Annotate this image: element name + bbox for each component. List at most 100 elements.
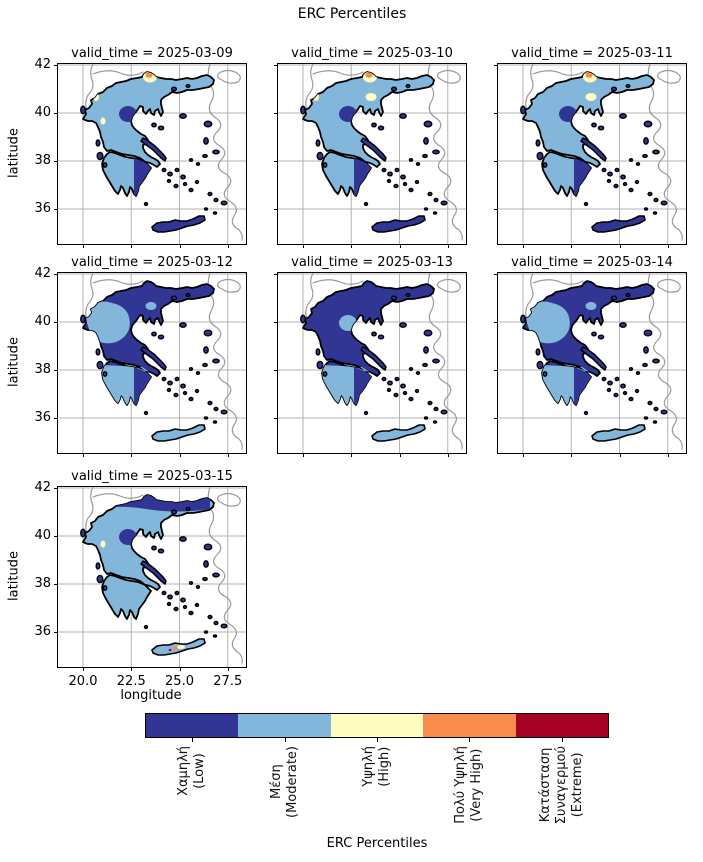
y-tick-mark — [54, 370, 58, 371]
y-tick-mark — [274, 161, 278, 162]
euboea-island — [140, 346, 167, 371]
y-tick-label: 40 — [34, 105, 51, 120]
colorbar-label-line: Κατάσταση — [537, 747, 553, 823]
y-axis-label-row-0: latitude — [6, 128, 22, 178]
x-tick-mark — [447, 453, 449, 457]
aegean-ionian-islands — [300, 292, 448, 424]
colorbar-label-line: Συναγερμού — [553, 746, 569, 825]
euboea-island — [360, 346, 387, 371]
colorbar-tick-label-moderate: Μέση (Moderate) — [269, 746, 301, 818]
colorbar-segment-moderate — [238, 714, 331, 737]
y-tick-label: 36 — [34, 410, 51, 425]
colorbar-tick-label-very_high: Πολύ Υψηλή (Very High) — [453, 746, 485, 824]
colorbar-segment-low — [146, 714, 239, 737]
aegean-ionian-islands — [300, 83, 448, 215]
colorbar-segment-very_high — [423, 714, 516, 737]
x-tick-mark — [619, 453, 621, 457]
aegean-ionian-islands — [520, 83, 668, 215]
greece-mainland — [82, 280, 215, 406]
y-tick-mark — [54, 322, 58, 323]
x-tick-mark — [131, 667, 133, 671]
colorbar-label-line: (Moderate) — [284, 746, 300, 818]
y-tick-mark — [274, 418, 278, 419]
aegean-ionian-islands — [80, 83, 228, 215]
colorbar-label: ERC Percentiles — [326, 836, 428, 851]
colorbar-label-line: (Low) — [192, 753, 208, 789]
y-tick-mark — [494, 322, 498, 323]
y-tick-mark — [54, 584, 58, 585]
y-tick-mark — [494, 370, 498, 371]
x-axis-label: longitude — [120, 688, 182, 703]
facet-2025-03-14: valid_time = 2025-03-14 — [494, 255, 687, 457]
colorbar-tick-mark — [284, 738, 286, 742]
x-tick-mark — [227, 453, 229, 457]
greece-mainland — [302, 71, 435, 197]
figure-title: ERC Percentiles — [297, 6, 407, 22]
greece-mainland — [302, 280, 435, 406]
greece-map — [498, 273, 686, 453]
x-tick-mark — [523, 453, 524, 457]
facet-title: valid_time = 2025-03-09 — [71, 46, 233, 61]
y-tick-mark — [494, 274, 498, 275]
y-tick-label: 38 — [34, 362, 51, 377]
y-tick-mark — [274, 322, 278, 323]
x-tick-mark — [83, 453, 84, 457]
x-tick-mark — [619, 244, 621, 248]
y-tick-mark — [274, 274, 278, 275]
y-axis-label-row-2: latitude — [6, 551, 22, 601]
colorbar-label-line: Μέση — [268, 764, 284, 800]
y-tick-label: 42 — [34, 480, 51, 495]
x-tick-mark — [227, 244, 229, 248]
x-tick-mark — [131, 244, 133, 248]
crete-island — [591, 215, 646, 233]
x-tick-mark — [399, 244, 401, 248]
x-tick-mark — [303, 244, 304, 248]
x-tick-label: 25.0 — [165, 674, 194, 689]
greece-mainland — [522, 280, 655, 406]
y-axis-label-row-1: latitude — [6, 337, 22, 387]
colorbar-tick-label-low: Χαμηλή (Low) — [176, 746, 208, 796]
y-tick-mark — [494, 418, 498, 419]
y-tick-mark — [54, 113, 58, 114]
crete-class-spots — [168, 645, 185, 652]
greece-map — [278, 64, 466, 244]
y-tick-label: 40 — [34, 528, 51, 543]
greece-map — [58, 64, 246, 244]
aegean-ionian-islands — [80, 292, 228, 424]
y-tick-mark — [54, 274, 58, 275]
x-tick-mark — [399, 453, 401, 457]
y-tick-mark — [494, 113, 498, 114]
x-tick-label: 27.5 — [213, 674, 243, 689]
neighbor-country-borders — [523, 273, 683, 450]
y-tick-label: 36 — [34, 201, 51, 216]
colorbar-tick-label-extreme: Κατάσταση Συναγερμού (Extreme) — [538, 746, 586, 824]
y-tick-mark — [54, 418, 58, 419]
greece-map — [498, 64, 686, 244]
x-tick-mark — [351, 453, 353, 457]
colorbar-tick-label-high: Υψηλή (High) — [361, 746, 393, 787]
facet-2025-03-11: valid_time = 2025-03-11 — [494, 46, 687, 248]
greece-map — [58, 273, 246, 453]
y-tick-label: 36 — [34, 624, 51, 639]
x-tick-mark — [83, 244, 84, 248]
y-tick-mark — [54, 209, 58, 210]
facet-title: valid_time = 2025-03-13 — [291, 255, 453, 270]
x-tick-mark — [667, 244, 669, 248]
facet-title: valid_time = 2025-03-15 — [71, 469, 233, 484]
euboea-island — [580, 346, 607, 371]
greece-map — [58, 487, 246, 667]
colorbar-tick-mark — [377, 738, 378, 742]
facet-2025-03-09: valid_time = 2025-03-09 — [34, 46, 247, 248]
x-tick-mark — [179, 453, 181, 457]
y-tick-mark — [494, 209, 498, 210]
colorbar-label-line: (High) — [377, 746, 392, 787]
aegean-ionian-islands — [80, 506, 228, 638]
colorbar-label-line: Χαμηλή — [176, 746, 192, 796]
x-tick-mark — [303, 453, 304, 457]
greece-mainland — [82, 494, 215, 620]
facet-title: valid_time = 2025-03-10 — [291, 46, 453, 61]
x-tick-mark — [131, 453, 133, 457]
x-tick-mark — [523, 244, 524, 248]
greece-mainland — [522, 71, 655, 197]
